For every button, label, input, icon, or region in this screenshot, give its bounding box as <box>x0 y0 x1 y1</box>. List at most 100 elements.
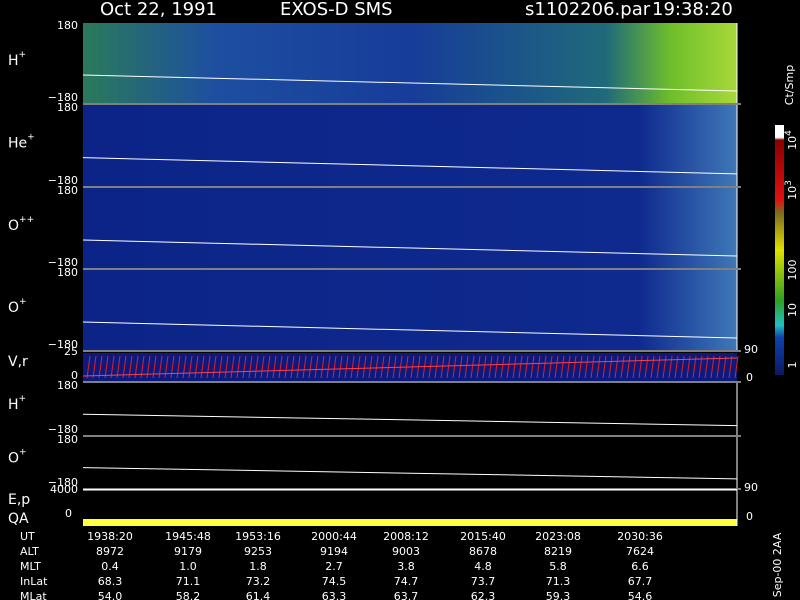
y2-tick-label: 90 <box>744 343 758 356</box>
velocity-tick <box>194 355 199 379</box>
table-cell: 3.8 <box>397 560 415 573</box>
velocity-tick <box>242 355 247 379</box>
velocity-tick <box>164 355 169 379</box>
velocity-tick <box>488 355 493 379</box>
spectrogram <box>83 105 737 186</box>
table-cell: 2023:08 <box>535 530 581 543</box>
velocity-tick <box>626 355 631 379</box>
velocity-tick <box>356 355 361 379</box>
velocity-tick <box>638 355 643 379</box>
table-cell: 67.7 <box>628 575 653 588</box>
colorbar-unit: Ct/Smp <box>783 65 796 105</box>
velocity-tick <box>272 355 277 379</box>
table-cell: 9253 <box>244 545 272 558</box>
panel-label: V,r <box>8 354 28 370</box>
base: 10 <box>786 303 799 317</box>
spectrogram <box>83 23 737 103</box>
velocity-tick <box>338 355 343 379</box>
velocity-tick <box>554 355 559 379</box>
velocity-tick <box>584 355 589 379</box>
velocity-tick <box>308 355 313 379</box>
velocity-tick <box>470 355 475 379</box>
velocity-tick <box>122 355 127 379</box>
velocity-tick <box>644 355 649 379</box>
y-tick-label: −180 <box>48 423 78 436</box>
table-cell: 73.7 <box>471 575 496 588</box>
y-tick-label: 0 <box>71 369 78 382</box>
charge: ++ <box>19 215 34 225</box>
velocity-trend <box>82 357 738 377</box>
velocity-tick <box>506 355 511 379</box>
ion: O <box>8 451 19 467</box>
velocity-tick <box>536 355 541 379</box>
base: 1 <box>786 362 799 369</box>
table-cell: 7624 <box>626 545 654 558</box>
velocity-tick <box>212 355 217 379</box>
velocity-tick <box>698 355 703 379</box>
velocity-tick <box>230 355 235 379</box>
trend-line <box>82 157 738 175</box>
colorbar-tick-label: 100 <box>786 260 799 281</box>
velocity-tick <box>548 355 553 379</box>
velocity-tick <box>188 355 193 379</box>
footer: Sep-00 2AA <box>771 532 784 597</box>
velocity-tick <box>728 355 733 379</box>
table-cell: 2015:40 <box>460 530 506 543</box>
velocity-tick <box>524 355 529 379</box>
spectrogram <box>83 188 737 268</box>
panel-label: E,p <box>8 492 30 508</box>
row-label: ALT <box>20 545 39 558</box>
y-tick-label: 180 <box>57 379 78 392</box>
y-tick-label: −180 <box>48 174 78 187</box>
row-label: MLT <box>20 560 41 573</box>
table-cell: 1938:20 <box>87 530 133 543</box>
velocity-tick <box>572 355 577 379</box>
velocity-tick <box>326 355 331 379</box>
velocity-tick <box>380 355 385 379</box>
charge: + <box>19 50 27 60</box>
panel-label: QA <box>8 511 29 527</box>
y-tick-label: 4000 <box>50 483 78 496</box>
trend-line <box>82 413 738 427</box>
table-cell: 74.7 <box>394 575 419 588</box>
colorbar <box>775 125 784 375</box>
velocity-tick <box>590 355 595 379</box>
velocity-tick <box>218 355 223 379</box>
ion: O <box>8 218 19 234</box>
velocity-tick <box>104 355 109 379</box>
table-cell: 63.3 <box>322 590 347 600</box>
y-tick-label: 180 <box>57 266 78 279</box>
velocity-tick <box>620 355 625 379</box>
colorbar-tick-label: 1 <box>786 362 799 369</box>
table-cell: 54.6 <box>628 590 653 600</box>
row-label: MLat <box>20 590 47 600</box>
velocity-tick <box>284 355 289 379</box>
table-cell: 74.5 <box>322 575 347 588</box>
y2-tick-label: 0 <box>746 510 753 523</box>
table-cell: 1.0 <box>179 560 197 573</box>
velocity-tick <box>278 355 283 379</box>
ion: He <box>8 136 27 152</box>
velocity-tick <box>110 355 115 379</box>
y-tick-label: 180 <box>57 19 78 32</box>
velocity-tick <box>476 355 481 379</box>
panel-label: H+ <box>8 50 26 70</box>
charge: + <box>19 447 27 457</box>
panel-label: H+ <box>8 394 26 414</box>
velocity-tick <box>206 355 211 379</box>
velocity-tick <box>254 355 259 379</box>
velocity-tick <box>692 355 697 379</box>
velocity-tick <box>596 355 601 379</box>
row-label: InLat <box>20 575 48 588</box>
velocity-tick <box>290 355 295 379</box>
panel-label: He+ <box>8 132 35 152</box>
y2-tick-label: 0 <box>746 371 753 384</box>
velocity-tick <box>632 355 637 379</box>
velocity-tick <box>296 355 301 379</box>
velocity-tick <box>464 355 469 379</box>
table-cell: 1953:16 <box>235 530 281 543</box>
title-time: 19:38:20 <box>652 0 733 20</box>
velocity-tick <box>266 355 271 379</box>
table-cell: 1.8 <box>249 560 267 573</box>
velocity-tick <box>176 355 181 379</box>
